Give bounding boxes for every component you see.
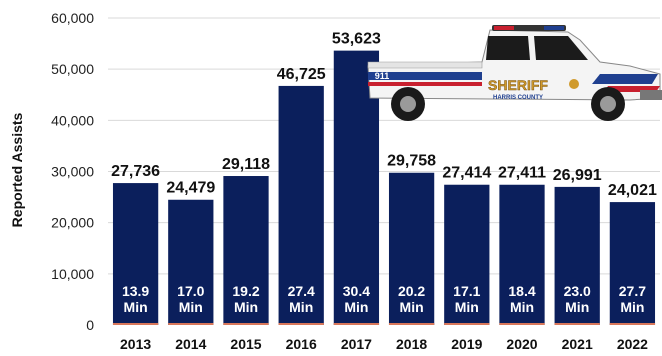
x-tick-label: 2014 (175, 336, 206, 352)
bar-2016 (278, 85, 324, 325)
x-tick-label: 2021 (562, 336, 593, 352)
x-tick-label: 2015 (230, 336, 261, 352)
bar-inner-label: 17.1 (453, 283, 480, 299)
bar-inner-label: 27.7 (619, 283, 646, 299)
x-tick-label: 2018 (396, 336, 427, 352)
bar-inner-label: 23.0 (564, 283, 591, 299)
bar-2021 (554, 186, 600, 325)
bar-inner-label: Min (289, 299, 313, 315)
bar-base-accent (333, 323, 380, 325)
y-axis-label: Reported Assists (9, 112, 25, 227)
y-tick-label: 0 (86, 317, 94, 333)
bar-value-label: 24,021 (608, 182, 657, 199)
bar-value-label: 29,118 (222, 156, 270, 173)
bar-inner-label: Min (510, 299, 534, 315)
bar-2020 (499, 184, 545, 325)
bar-inner-label: Min (400, 299, 424, 315)
bar-base-accent (444, 323, 490, 325)
x-tick-label: 2019 (451, 336, 482, 352)
truck-number-text: 911 (375, 71, 390, 81)
bar-2019 (444, 184, 490, 325)
bar-base-accent (388, 323, 435, 325)
bar-inner-label: 18.4 (508, 283, 535, 299)
bar-base-accent (499, 323, 545, 325)
bar-base-accent (168, 323, 214, 325)
bar-base-accent (554, 323, 600, 325)
x-tick-label: 2016 (286, 336, 317, 352)
bar-2018 (388, 172, 435, 325)
bar-value-label: 27,414 (442, 165, 491, 182)
bar-inner-label: Min (455, 299, 479, 315)
truck-door-text: SHERIFF (488, 77, 548, 93)
bar-value-label: 53,623 (332, 31, 381, 48)
bar-value-label: 27,411 (498, 165, 546, 182)
bar-value-label: 26,991 (553, 167, 602, 184)
bar-inner-label: Min (234, 299, 258, 315)
bar-base-accent (112, 323, 159, 325)
bar-inner-label: 20.2 (398, 283, 425, 299)
bar-inner-label: 13.9 (122, 283, 149, 299)
bar-inner-label: Min (179, 299, 203, 315)
bar-inner-label: Min (124, 299, 148, 315)
bar-value-label: 46,725 (277, 66, 326, 83)
bar-value-label: 27,736 (111, 163, 160, 180)
x-tick-label: 2022 (617, 336, 648, 352)
bar-2013 (112, 183, 159, 325)
bar-2015 (223, 176, 269, 325)
x-tick-label: 2017 (341, 336, 372, 352)
y-tick-label: 50,000 (51, 61, 94, 77)
bar-inner-label: 30.4 (343, 283, 370, 299)
y-tick-label: 20,000 (51, 215, 94, 231)
y-tick-label: 10,000 (51, 266, 94, 282)
y-tick-label: 60,000 (51, 10, 94, 26)
x-tick-label: 2013 (120, 336, 151, 352)
bar-inner-label: 19.2 (232, 283, 259, 299)
bar-value-label: 24,479 (166, 180, 215, 197)
bar-inner-label: 17.0 (177, 283, 204, 299)
bar-2022 (609, 202, 656, 325)
bar-2014 (168, 199, 214, 325)
x-tick-label: 2020 (506, 336, 537, 352)
bar-base-accent (278, 323, 324, 325)
sheriff-truck-image: SHERIFF HARRIS COUNTY 911 (367, 25, 662, 121)
bars: 27,73613.9Min201324,47917.0Min201429,118… (111, 31, 657, 352)
bar-base-accent (609, 323, 656, 325)
bar-inner-label: 27.4 (288, 283, 315, 299)
truck-county-text: HARRIS COUNTY (493, 95, 543, 101)
bar-inner-label: Min (565, 299, 589, 315)
bar-inner-label: Min (344, 299, 368, 315)
bar-base-accent (223, 323, 269, 325)
y-axis-ticks: 0 10,000 20,000 30,000 40,000 50,000 60,000 (51, 10, 94, 333)
bar-value-label: 29,758 (387, 153, 436, 170)
y-tick-label: 30,000 (51, 164, 94, 180)
y-tick-label: 40,000 (51, 112, 94, 128)
bar-inner-label: Min (620, 299, 644, 315)
star-badge-icon (569, 79, 579, 89)
